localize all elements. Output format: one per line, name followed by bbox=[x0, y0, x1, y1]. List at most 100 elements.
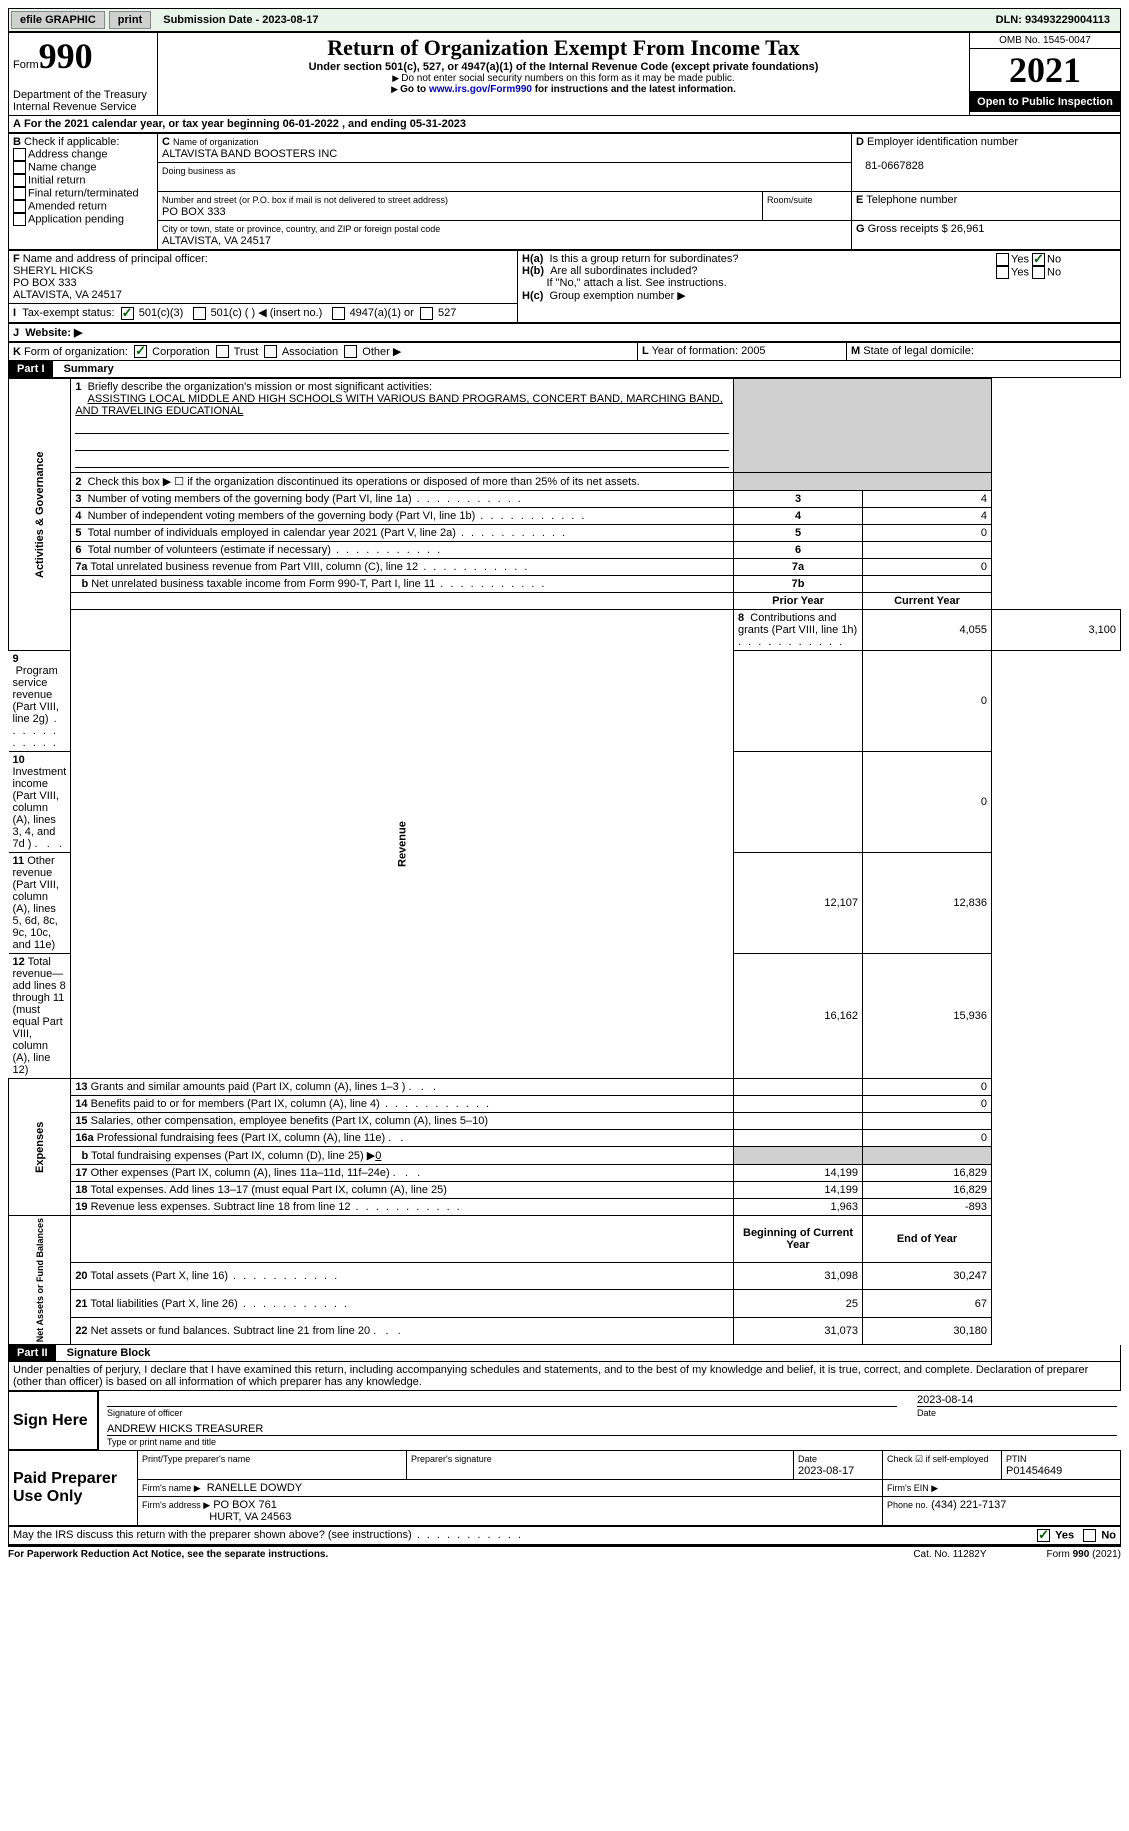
line1-mission: ASSISTING LOCAL MIDDLE AND HIGH SCHOOLS … bbox=[75, 393, 722, 417]
side-governance: Activities & Governance bbox=[9, 379, 71, 651]
line5-val: 0 bbox=[863, 525, 992, 542]
line7b-val bbox=[863, 576, 992, 593]
officer-block: F Name and address of principal officer:… bbox=[8, 250, 1121, 323]
paperwork-notice: For Paperwork Reduction Act Notice, see … bbox=[8, 1549, 328, 1560]
header-block: Form990 Department of the Treasury Inter… bbox=[8, 32, 1121, 116]
ptin-value: P01454649 bbox=[1006, 1465, 1062, 1477]
chk-527[interactable] bbox=[420, 307, 433, 320]
org-name: ALTAVISTA BAND BOOSTERS INC bbox=[162, 148, 337, 160]
chk-hb-no[interactable] bbox=[1032, 266, 1045, 279]
efile-button[interactable]: efile GRAPHIC bbox=[11, 11, 105, 29]
print-button[interactable]: print bbox=[109, 11, 151, 29]
firm-phone-label: Phone no. bbox=[887, 1500, 928, 1510]
top-toolbar: efile GRAPHIC print Submission Date - 20… bbox=[8, 8, 1121, 32]
gross-receipts-label: Gross receipts $ bbox=[868, 223, 948, 235]
tax-exempt-label: Tax-exempt status: bbox=[22, 307, 114, 319]
chk-final-return[interactable] bbox=[13, 187, 26, 200]
officer-label: Name and address of principal officer: bbox=[23, 253, 208, 265]
line10-label: Investment income (Part VIII, column (A)… bbox=[13, 766, 67, 850]
prep-sig-label: Preparer's signature bbox=[411, 1454, 492, 1464]
notice-ssn: Do not enter social security numbers on … bbox=[162, 73, 965, 84]
officer-city: ALTAVISTA, VA 24517 bbox=[13, 289, 122, 301]
col-end: End of Year bbox=[863, 1216, 992, 1263]
org-info-block: B Check if applicable: Address change Na… bbox=[8, 133, 1121, 250]
line16b-label: Total fundraising expenses (Part IX, col… bbox=[91, 1150, 375, 1162]
chk-ha-yes[interactable] bbox=[996, 253, 1009, 266]
h-b-label: Are all subordinates included? bbox=[550, 265, 697, 277]
line20-label: Total assets (Part X, line 16) bbox=[90, 1270, 339, 1282]
preparer-block: Paid Preparer Use Only Print/Type prepar… bbox=[8, 1450, 1121, 1526]
chk-ha-no[interactable] bbox=[1032, 253, 1045, 266]
chk-corp[interactable] bbox=[134, 345, 147, 358]
chk-amended[interactable] bbox=[13, 200, 26, 213]
sig-date-label: Date bbox=[917, 1408, 936, 1418]
sign-here-label: Sign Here bbox=[9, 1392, 99, 1450]
room-label: Room/suite bbox=[767, 195, 813, 205]
ptin-label: PTIN bbox=[1006, 1454, 1027, 1464]
ein-label: Employer identification number bbox=[867, 136, 1018, 148]
part1-title: Summary bbox=[64, 363, 114, 375]
cat-no: Cat. No. 11282Y bbox=[913, 1549, 986, 1560]
form-subtitle: Under section 501(c), 527, or 4947(a)(1)… bbox=[162, 61, 965, 73]
omb-number: OMB No. 1545-0047 bbox=[970, 33, 1120, 48]
year-formation-label: Year of formation: bbox=[652, 345, 738, 357]
year-formation: 2005 bbox=[741, 345, 765, 357]
sign-block: Sign Here Signature of officer 2023-08-1… bbox=[8, 1391, 1121, 1450]
part1-header: Part I bbox=[9, 361, 53, 377]
line8-label: Contributions and grants (Part VIII, lin… bbox=[738, 612, 857, 648]
firm-name: RANELLE DOWDY bbox=[207, 1482, 302, 1494]
line22-label: Net assets or fund balances. Subtract li… bbox=[91, 1325, 370, 1337]
section-a-taxyear: A For the 2021 calendar year, or tax yea… bbox=[8, 116, 1121, 133]
side-revenue: Revenue bbox=[71, 610, 734, 1079]
chk-discuss-no[interactable] bbox=[1083, 1529, 1096, 1542]
sig-date: 2023-08-14 bbox=[917, 1394, 973, 1406]
chk-initial-return[interactable] bbox=[13, 174, 26, 187]
col-current: Current Year bbox=[863, 593, 992, 610]
line19-label: Revenue less expenses. Subtract line 18 … bbox=[91, 1201, 462, 1213]
officer-name: SHERYL HICKS bbox=[13, 265, 93, 277]
chk-other[interactable] bbox=[344, 345, 357, 358]
line17-label: Other expenses (Part IX, column (A), lin… bbox=[91, 1167, 390, 1179]
prep-print-label: Print/Type preparer's name bbox=[142, 1454, 250, 1464]
prep-date-label: Date bbox=[798, 1454, 817, 1464]
chk-501c3[interactable] bbox=[121, 307, 134, 320]
city-value: ALTAVISTA, VA 24517 bbox=[162, 235, 271, 247]
sig-officer-label: Signature of officer bbox=[107, 1408, 182, 1418]
irs-link[interactable]: www.irs.gov/Form990 bbox=[429, 84, 532, 95]
form-prefix: Form bbox=[13, 59, 39, 71]
form-title: Return of Organization Exempt From Incom… bbox=[162, 35, 965, 61]
firm-addr1: PO BOX 761 bbox=[213, 1499, 277, 1511]
line11-label: Other revenue (Part VIII, column (A), li… bbox=[13, 855, 59, 951]
chk-trust[interactable] bbox=[216, 345, 229, 358]
org-name-label: Name of organization bbox=[173, 137, 259, 147]
side-netassets: Net Assets or Fund Balances bbox=[9, 1216, 71, 1345]
line6-val bbox=[863, 542, 992, 559]
declaration: Under penalties of perjury, I declare th… bbox=[8, 1362, 1121, 1391]
city-label: City or town, state or province, country… bbox=[162, 224, 440, 234]
officer-street: PO BOX 333 bbox=[13, 277, 77, 289]
h-b-note: If "No," attach a list. See instructions… bbox=[546, 277, 726, 289]
part2-title: Signature Block bbox=[67, 1347, 151, 1359]
chk-501c[interactable] bbox=[193, 307, 206, 320]
chk-4947[interactable] bbox=[332, 307, 345, 320]
chk-hb-yes[interactable] bbox=[996, 266, 1009, 279]
prep-date: 2023-08-17 bbox=[798, 1465, 854, 1477]
line5-label: Total number of individuals employed in … bbox=[88, 527, 568, 539]
part2-header: Part II bbox=[9, 1345, 56, 1361]
line4-label: Number of independent voting members of … bbox=[88, 510, 587, 522]
sig-name: ANDREW HICKS TREASURER bbox=[107, 1423, 263, 1435]
irs-label: Internal Revenue Service bbox=[13, 101, 137, 113]
line7a-label: Total unrelated business revenue from Pa… bbox=[90, 561, 529, 573]
form-footer: Form 990 (2021) bbox=[1047, 1549, 1121, 1560]
gross-receipts-value: 26,961 bbox=[951, 223, 985, 235]
discuss-label: May the IRS discuss this return with the… bbox=[13, 1529, 523, 1541]
chk-name-change[interactable] bbox=[13, 161, 26, 174]
preparer-label: Paid Preparer Use Only bbox=[9, 1451, 138, 1526]
line14-label: Benefits paid to or for members (Part IX… bbox=[91, 1098, 491, 1110]
chk-assoc[interactable] bbox=[264, 345, 277, 358]
summary-table: Activities & Governance 1 Briefly descri… bbox=[8, 378, 1121, 1345]
line12-label: Total revenue—add lines 8 through 11 (mu… bbox=[13, 956, 66, 1076]
chk-app-pending[interactable] bbox=[13, 213, 26, 226]
chk-discuss-yes[interactable] bbox=[1037, 1529, 1050, 1542]
chk-address-change[interactable] bbox=[13, 148, 26, 161]
